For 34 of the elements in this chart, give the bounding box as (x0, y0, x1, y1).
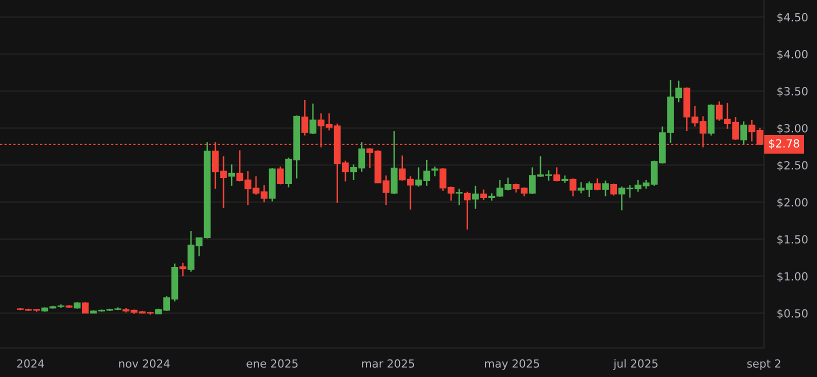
x-tick-label: nov 2024 (119, 359, 170, 368)
candlestick (82, 301, 89, 314)
y-tick-label: $2.00 (777, 198, 808, 208)
ref-line-label: $2.78 (769, 139, 800, 150)
candlestick (610, 182, 618, 196)
candlestick (310, 102, 316, 135)
x-tick-label: jul 2025 (613, 359, 658, 370)
candlestick (456, 188, 463, 206)
candlestick (740, 120, 748, 146)
y-tick-label: $3.00 (777, 124, 808, 134)
y-tick-label: $2.50 (777, 160, 808, 171)
candlestick (570, 178, 576, 197)
candlestick (472, 185, 479, 210)
candlestick (464, 191, 471, 230)
x-tick-label: sept 2 (747, 359, 780, 370)
x-tick-label: 2024 (17, 359, 44, 368)
candlestick (594, 178, 601, 191)
y-tick-label: $4.50 (777, 12, 808, 23)
candlestick (553, 166, 560, 182)
y-tick-label: $0.50 (777, 308, 808, 320)
candlestick (480, 188, 487, 201)
candlestick (301, 99, 308, 136)
x-tick-label: mar 2025 (362, 359, 414, 368)
y-tick-label: $1.50 (777, 234, 808, 246)
x-tick-label: may 2025 (485, 359, 540, 370)
candlestick (228, 164, 236, 187)
y-tick-label: $1.00 (777, 272, 808, 282)
candlestick (602, 180, 609, 197)
candlestick (179, 262, 186, 277)
candlestick (431, 166, 438, 177)
y-tick-label: $3.50 (777, 86, 808, 97)
y-tick-label: $4.00 (777, 50, 808, 60)
x-tick-label: ene 2025 (246, 359, 298, 368)
candlestick (277, 166, 284, 186)
